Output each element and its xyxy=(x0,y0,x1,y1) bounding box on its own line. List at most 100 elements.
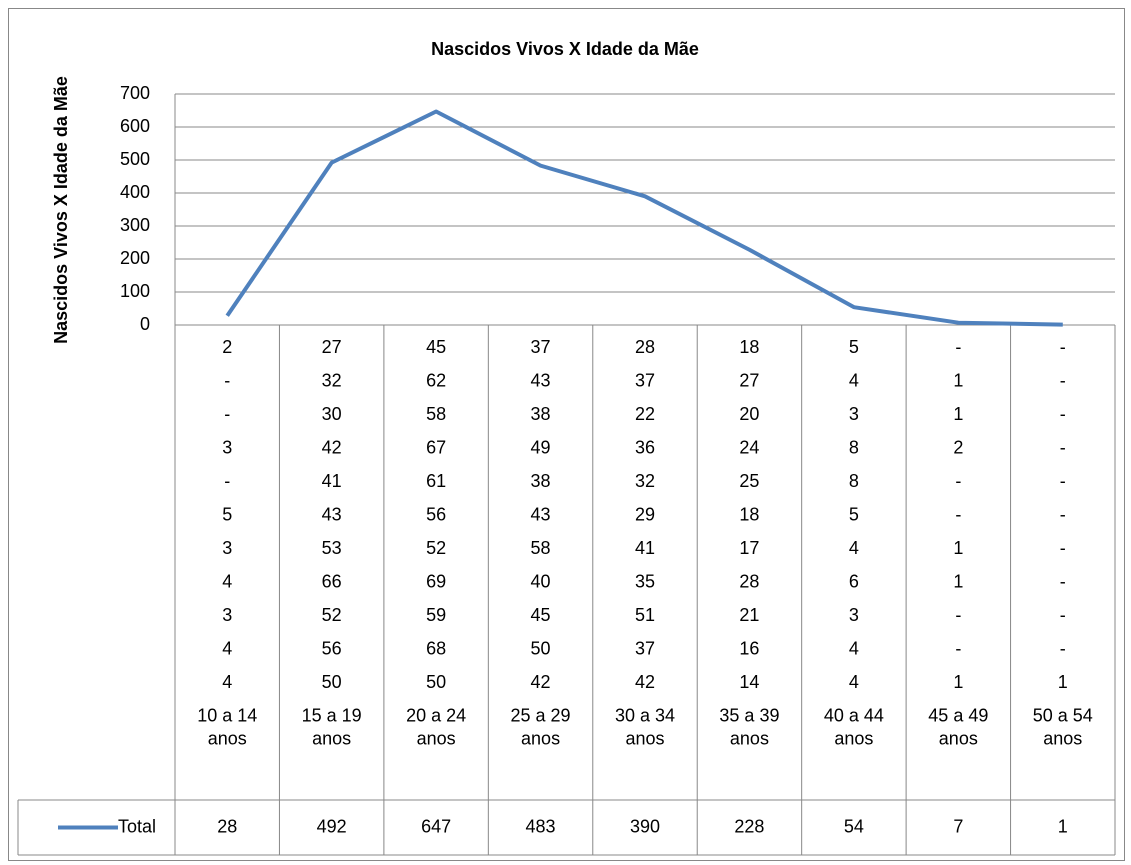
label-line: 25 a 29 xyxy=(511,705,571,725)
table-cell: - xyxy=(955,605,961,625)
y-tick-label: 600 xyxy=(120,116,150,136)
label-line: anos xyxy=(208,728,247,748)
table-value: 28 xyxy=(217,816,237,836)
table-cell: 42 xyxy=(635,672,655,692)
table-cell: - xyxy=(1060,571,1066,591)
label-line: 30 a 34 xyxy=(615,705,675,725)
table-cell: - xyxy=(1060,471,1066,491)
table-cell: 28 xyxy=(739,571,759,591)
y-tick-label: 300 xyxy=(120,215,150,235)
table-cell: - xyxy=(1060,370,1066,390)
label-line: anos xyxy=(312,728,351,748)
table-cell: 38 xyxy=(531,404,551,424)
table-cell: - xyxy=(1060,437,1066,457)
table-cell: 32 xyxy=(635,471,655,491)
chart-frame xyxy=(8,8,1125,861)
table-cell: 49 xyxy=(531,437,551,457)
table-cell: 37 xyxy=(531,337,551,357)
table-cell: - xyxy=(955,504,961,524)
table-cell: 68 xyxy=(426,638,446,658)
table-cell: 18 xyxy=(739,504,759,524)
table-cell: 41 xyxy=(635,538,655,558)
table-cell: 3 xyxy=(849,404,859,424)
x-tick-label: 45 a 49 anos xyxy=(928,705,988,748)
table-cell: 3 xyxy=(222,437,232,457)
table-cell: 4 xyxy=(849,370,859,390)
table-cell: - xyxy=(224,370,230,390)
table-cell: 43 xyxy=(322,504,342,524)
table-cell: 5 xyxy=(849,504,859,524)
table-cell: 1 xyxy=(953,571,963,591)
x-tick-label: 20 a 24 anos xyxy=(406,705,466,748)
table-cell: 29 xyxy=(635,504,655,524)
chart-title: Nascidos Vivos X Idade da Mãe xyxy=(431,39,699,59)
table-cell: 36 xyxy=(635,437,655,457)
x-tick-label: 30 a 34 anos xyxy=(615,705,675,748)
table-cell: 41 xyxy=(322,471,342,491)
table-cell: 20 xyxy=(739,404,759,424)
table-cell: 1 xyxy=(953,370,963,390)
y-tick-label: 700 xyxy=(120,83,150,103)
table-cell: 18 xyxy=(739,337,759,357)
label-line: anos xyxy=(417,728,456,748)
table-cell: 4 xyxy=(849,638,859,658)
table-cell: 35 xyxy=(635,571,655,591)
table-cell: 51 xyxy=(635,605,655,625)
table-cell: 8 xyxy=(849,471,859,491)
table-cell: 50 xyxy=(426,672,446,692)
table-value: 492 xyxy=(317,816,347,836)
table-cell: 2 xyxy=(953,437,963,457)
table-cell: 58 xyxy=(531,538,551,558)
line-series xyxy=(225,109,1063,327)
table-cell: 37 xyxy=(635,638,655,658)
table-cell: 38 xyxy=(531,471,551,491)
table-cell: 30 xyxy=(322,404,342,424)
table-cell: 43 xyxy=(531,370,551,390)
table-cell: 56 xyxy=(322,638,342,658)
label-line: anos xyxy=(521,728,560,748)
table-cell: 2 xyxy=(222,337,232,357)
table-cell: - xyxy=(1060,404,1066,424)
table-cell: - xyxy=(224,404,230,424)
x-tick-label: 50 a 54 anos xyxy=(1033,705,1093,748)
table-cell: 4 xyxy=(222,571,232,591)
table-cell: - xyxy=(955,638,961,658)
table-cell: - xyxy=(1060,337,1066,357)
label-line: 15 a 19 xyxy=(302,705,362,725)
y-axis-title: Nascidos Vivos X Idade da Mãe xyxy=(51,76,71,344)
table-value: 483 xyxy=(526,816,556,836)
table-cell: 24 xyxy=(739,437,759,457)
y-tick-label: 200 xyxy=(120,248,150,268)
y-tick-label: 500 xyxy=(120,149,150,169)
table-cell: 21 xyxy=(739,605,759,625)
table-cell: 8 xyxy=(849,437,859,457)
table-cell: - xyxy=(1060,538,1066,558)
table-cell: 28 xyxy=(635,337,655,357)
table-cell: 3 xyxy=(849,605,859,625)
table-cell: - xyxy=(955,471,961,491)
table-cell: - xyxy=(1060,504,1066,524)
table-value: 7 xyxy=(953,816,963,836)
table-cell: 45 xyxy=(426,337,446,357)
label-line: anos xyxy=(834,728,873,748)
legend-label: Total xyxy=(118,816,156,836)
table-cell: 4 xyxy=(849,672,859,692)
table-value: 228 xyxy=(734,816,764,836)
table-cell: 52 xyxy=(426,538,446,558)
table-cell: 59 xyxy=(426,605,446,625)
y-tick-label: 0 xyxy=(140,314,150,334)
table-cell: 3 xyxy=(222,538,232,558)
table-cell: 43 xyxy=(531,504,551,524)
table-value: 647 xyxy=(421,816,451,836)
x-tick-label: 35 a 39 anos xyxy=(719,705,779,748)
label-line: anos xyxy=(939,728,978,748)
table-cell: - xyxy=(1060,605,1066,625)
y-tick-label: 100 xyxy=(120,281,150,301)
table-cell: 67 xyxy=(426,437,446,457)
label-line: anos xyxy=(1043,728,1082,748)
table-cell: 37 xyxy=(635,370,655,390)
table-cell: 50 xyxy=(531,638,551,658)
y-tick-label: 400 xyxy=(120,182,150,202)
table-cell: 5 xyxy=(222,504,232,524)
